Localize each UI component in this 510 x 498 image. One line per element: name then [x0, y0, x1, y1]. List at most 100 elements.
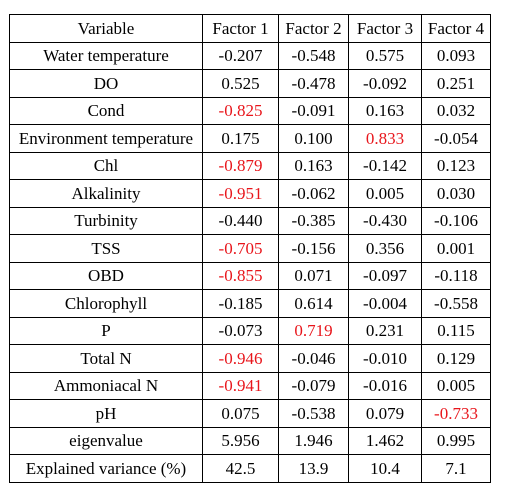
factor-3-value-cell: 0.005 — [348, 179, 422, 208]
factor-2-value-cell: 0.163 — [278, 151, 349, 180]
table-row: Chl -0.879 0.163 -0.142 0.123 — [9, 151, 491, 180]
factor-2-value-cell: -0.478 — [278, 69, 349, 98]
table-row: TSS -0.705 -0.156 0.356 0.001 — [9, 234, 491, 263]
factor-4-value-cell: 0.123 — [421, 151, 491, 180]
table-row: OBD -0.855 0.071 -0.097 -0.118 — [9, 261, 491, 290]
factor-1-value-cell: -0.825 — [202, 96, 279, 125]
table-row: DO 0.525 -0.478 -0.092 0.251 — [9, 69, 491, 98]
factor-4-value-cell: -0.558 — [421, 289, 491, 318]
variable-cell: TSS — [9, 234, 203, 263]
factor-1-value-cell: -0.946 — [202, 344, 279, 373]
factor-1-value-cell: 0.525 — [202, 69, 279, 98]
variable-cell: OBD — [9, 261, 203, 290]
factor-4-value-cell: 7.1 — [421, 454, 491, 483]
factor-1-value-cell: 0.175 — [202, 124, 279, 153]
factor-loadings-table: Variable Factor 1 Factor 2 Factor 3 Fact… — [9, 14, 491, 483]
variable-cell: Cond — [9, 96, 203, 125]
factor-2-value-cell: -0.538 — [278, 399, 349, 428]
factor-1-value-cell: -0.073 — [202, 316, 279, 345]
factor-1-value-cell: -0.185 — [202, 289, 279, 318]
variable-cell: DO — [9, 69, 203, 98]
table-row: Cond -0.825 -0.091 0.163 0.032 — [9, 96, 491, 125]
table-row: Alkalinity -0.951 -0.062 0.005 0.030 — [9, 179, 491, 208]
variable-cell: Chl — [9, 151, 203, 180]
factor-2-value-cell: 0.100 — [278, 124, 349, 153]
factor-3-value-cell: -0.430 — [348, 206, 422, 235]
factor-1-value-cell: -0.879 — [202, 151, 279, 180]
factor-2-value-cell: 0.719 — [278, 316, 349, 345]
factor-3-value-cell: 0.833 — [348, 124, 422, 153]
factor-3-value-cell: -0.004 — [348, 289, 422, 318]
table-row: Environment temperature 0.175 0.100 0.833 -0… — [9, 124, 491, 153]
variable-cell: Environment temperature — [9, 124, 203, 153]
factor-4-value-cell: 0.129 — [421, 344, 491, 373]
factor-3-value-cell: 1.462 — [348, 426, 422, 455]
table-row: pH 0.075 -0.538 0.079 -0.733 — [9, 399, 491, 428]
factor-1-value-cell: 5.956 — [202, 426, 279, 455]
factor-3-value-cell: -0.097 — [348, 261, 422, 290]
factor-3-value-cell: -0.010 — [348, 344, 422, 373]
factor-1-value-cell: -0.207 — [202, 41, 279, 70]
table-row: Explained variance (%) 42.5 13.9 10.4 7.1 — [9, 454, 491, 483]
variable-cell: Ammoniacal N — [9, 371, 203, 400]
factor-4-value-cell: 0.115 — [421, 316, 491, 345]
factor-1-value-cell: 0.075 — [202, 399, 279, 428]
factor-2-value-cell: -0.091 — [278, 96, 349, 125]
factor-2-value-cell: 0.614 — [278, 289, 349, 318]
factor-2-value-cell: -0.385 — [278, 206, 349, 235]
variable-cell: Explained variance (%) — [9, 454, 203, 483]
factor-3-value-cell: 0.163 — [348, 96, 422, 125]
factor-1-value-cell: -0.440 — [202, 206, 279, 235]
variable-cell: Alkalinity — [9, 179, 203, 208]
table-row: Chlorophyll -0.185 0.614 -0.004 -0.558 — [9, 289, 491, 318]
table-body: Water temperature -0.207 -0.548 0.575 0.093 D… — [9, 41, 491, 483]
table-row: Total N -0.946 -0.046 -0.010 0.129 — [9, 344, 491, 373]
factor-2-value-cell: -0.079 — [278, 371, 349, 400]
factor-3-value-cell: -0.016 — [348, 371, 422, 400]
factor-2-value-cell: -0.046 — [278, 344, 349, 373]
header-variable: Variable — [9, 14, 203, 43]
factor-1-value-cell: 42.5 — [202, 454, 279, 483]
factor-4-value-cell: 0.093 — [421, 41, 491, 70]
factor-3-value-cell: 0.356 — [348, 234, 422, 263]
factor-3-value-cell: 0.231 — [348, 316, 422, 345]
factor-3-value-cell: 0.575 — [348, 41, 422, 70]
factor-1-value-cell: -0.951 — [202, 179, 279, 208]
header-factor-3: Factor 3 — [348, 14, 422, 43]
variable-cell: Total N — [9, 344, 203, 373]
factor-4-value-cell: -0.118 — [421, 261, 491, 290]
factor-3-value-cell: 0.079 — [348, 399, 422, 428]
factor-2-value-cell: 0.071 — [278, 261, 349, 290]
factor-4-value-cell: -0.733 — [421, 399, 491, 428]
variable-cell: Water temperature — [9, 41, 203, 70]
factor-4-value-cell: 0.030 — [421, 179, 491, 208]
factor-4-value-cell: -0.106 — [421, 206, 491, 235]
variable-cell: Turbinity — [9, 206, 203, 235]
factor-4-value-cell: 0.032 — [421, 96, 491, 125]
factor-4-value-cell: -0.054 — [421, 124, 491, 153]
table-row: Water temperature -0.207 -0.548 0.575 0.093 — [9, 41, 491, 70]
factor-2-value-cell: 13.9 — [278, 454, 349, 483]
variable-cell: pH — [9, 399, 203, 428]
header-factor-1: Factor 1 — [202, 14, 279, 43]
variable-cell: eigenvalue — [9, 426, 203, 455]
table-row: eigenvalue 5.956 1.946 1.462 0.995 — [9, 426, 491, 455]
header-factor-2: Factor 2 — [278, 14, 349, 43]
table-row: P -0.073 0.719 0.231 0.115 — [9, 316, 491, 345]
factor-4-value-cell: 0.251 — [421, 69, 491, 98]
factor-4-value-cell: 0.995 — [421, 426, 491, 455]
factor-1-value-cell: -0.941 — [202, 371, 279, 400]
factor-4-value-cell: 0.001 — [421, 234, 491, 263]
table-header-row: Variable Factor 1 Factor 2 Factor 3 Fact… — [9, 14, 491, 43]
factor-3-value-cell: -0.092 — [348, 69, 422, 98]
factor-3-value-cell: 10.4 — [348, 454, 422, 483]
factor-1-value-cell: -0.705 — [202, 234, 279, 263]
table-row: Turbinity -0.440 -0.385 -0.430 -0.106 — [9, 206, 491, 235]
factor-2-value-cell: -0.062 — [278, 179, 349, 208]
factor-2-value-cell: -0.548 — [278, 41, 349, 70]
variable-cell: Chlorophyll — [9, 289, 203, 318]
variable-cell: P — [9, 316, 203, 345]
factor-1-value-cell: -0.855 — [202, 261, 279, 290]
factor-3-value-cell: -0.142 — [348, 151, 422, 180]
factor-4-value-cell: 0.005 — [421, 371, 491, 400]
